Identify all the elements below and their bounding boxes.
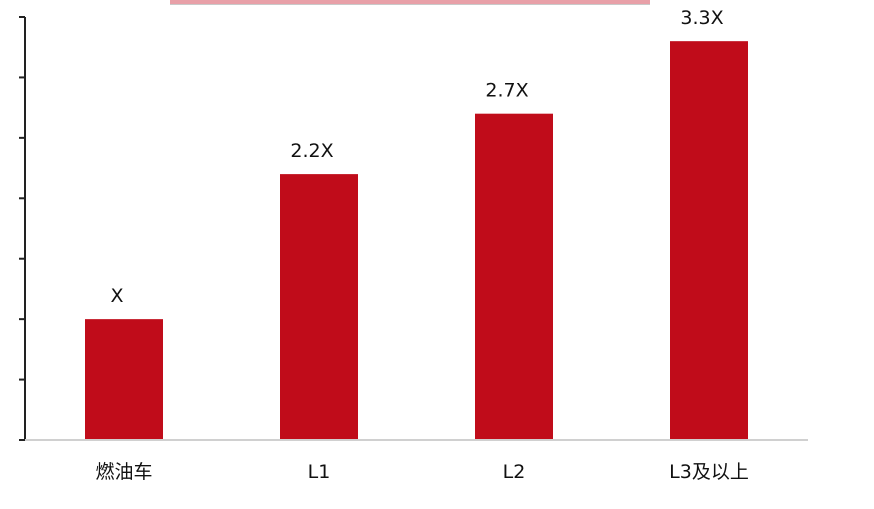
axes-layer (19, 16, 808, 441)
data-label-2: 2.2X (290, 140, 333, 162)
bars-layer (85, 41, 748, 441)
x-tick-label-2: L1 (308, 461, 331, 483)
data-label-1: X (110, 285, 123, 307)
top-border-strip (170, 0, 650, 5)
data-labels-layer: X 2.2X 2.7X 3.3X (110, 7, 723, 307)
data-label-4: 3.3X (680, 7, 723, 29)
bar-4 (670, 41, 748, 441)
bar-3 (475, 113, 553, 440)
x-tick-label-3: L2 (503, 461, 526, 483)
x-tick-label-4: L3及以上 (669, 461, 749, 483)
bar-2 (280, 174, 358, 440)
data-label-3: 2.7X (485, 80, 528, 102)
bar-1 (85, 319, 163, 440)
x-tick-labels-layer: 燃油车 L1 L2 L3及以上 (95, 461, 748, 483)
x-tick-label-1: 燃油车 (95, 461, 152, 483)
